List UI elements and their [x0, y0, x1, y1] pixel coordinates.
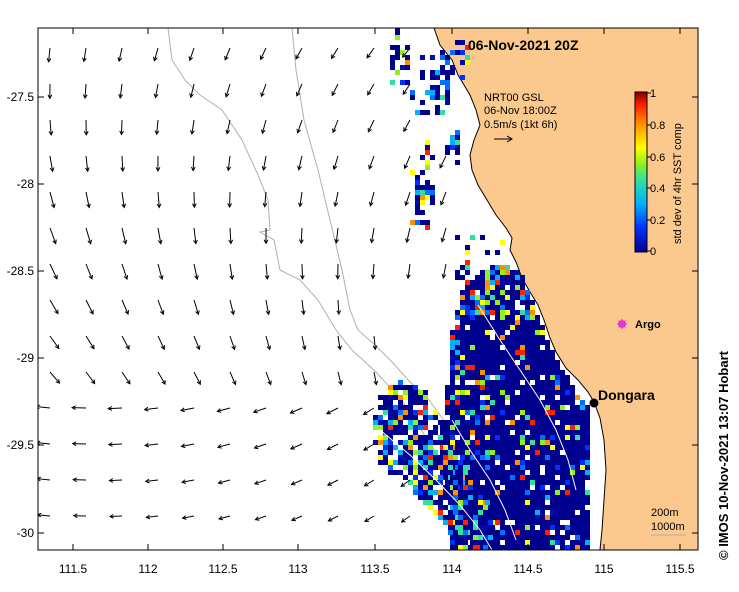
legend-arrow [494, 135, 513, 143]
legend-source: NRT00 GSL [484, 92, 544, 104]
y-tick-label: -28 [17, 177, 35, 191]
y-tick-label: -28.5 [7, 264, 35, 278]
colorbar-tick: 0.4 [650, 183, 665, 195]
y-tick-label: -27.5 [7, 90, 35, 104]
credit-text: © IMOS 10-Nov-2021 13:07 Hobart [716, 350, 731, 560]
land-mass [433, 28, 698, 550]
argo-marker [617, 319, 627, 329]
x-tick-label: 115.5 [665, 562, 694, 576]
x-tick-label: 114.5 [513, 562, 542, 576]
y-tick-label: -30 [17, 526, 35, 540]
white-contour-2 [379, 429, 493, 550]
x-tick-label: 113 [288, 562, 307, 576]
x-axis-labels: 111.5 112 112.5 113 113.5 114 114.5 115 … [59, 562, 695, 576]
white-contour-3 [451, 419, 517, 541]
colorbar: 1 0.8 0.6 0.4 0.2 0 std dev of 4hr SST c… [634, 88, 684, 258]
colorbar-tick: 1 [650, 88, 656, 100]
argo-label: Argo [635, 319, 661, 331]
x-tick-label: 112.5 [208, 562, 237, 576]
colorbar-tick: 0.6 [650, 152, 665, 164]
x-tick-label: 111.5 [59, 562, 88, 576]
white-contour-1 [477, 304, 577, 491]
colorbar-tick: 0 [650, 246, 656, 258]
legend-scale: 0.5m/s (1kt 6h) [484, 119, 557, 131]
current-vectors [38, 47, 447, 523]
scale-200m: 200m [651, 507, 679, 519]
dongara-label: Dongara [598, 387, 655, 403]
y-tick-label: -29.5 [7, 438, 35, 452]
sst-stddev-pixels [373, 28, 590, 550]
x-tick-label: 114 [442, 562, 461, 576]
map-title: 06-Nov-2021 20Z [468, 37, 579, 53]
axis-ticks [38, 28, 698, 550]
colorbar-tick: 0.2 [650, 215, 665, 227]
y-tick-label: -29 [17, 351, 35, 365]
x-tick-label: 113.5 [360, 562, 389, 576]
x-tick-label: 115 [594, 562, 613, 576]
plot-frame [37, 27, 699, 551]
y-axis-labels: -27.5 -28 -28.5 -29 -29.5 -30 [7, 90, 35, 540]
dongara-marker [589, 398, 599, 408]
colorbar-label: std dev of 4hr SST comp [672, 123, 684, 244]
legend-time: 06-Nov 18:00Z [484, 105, 557, 117]
colorbar-tick: 0.8 [650, 120, 665, 132]
x-tick-label: 112 [138, 562, 157, 576]
scale-1000m: 1000m [651, 521, 685, 533]
